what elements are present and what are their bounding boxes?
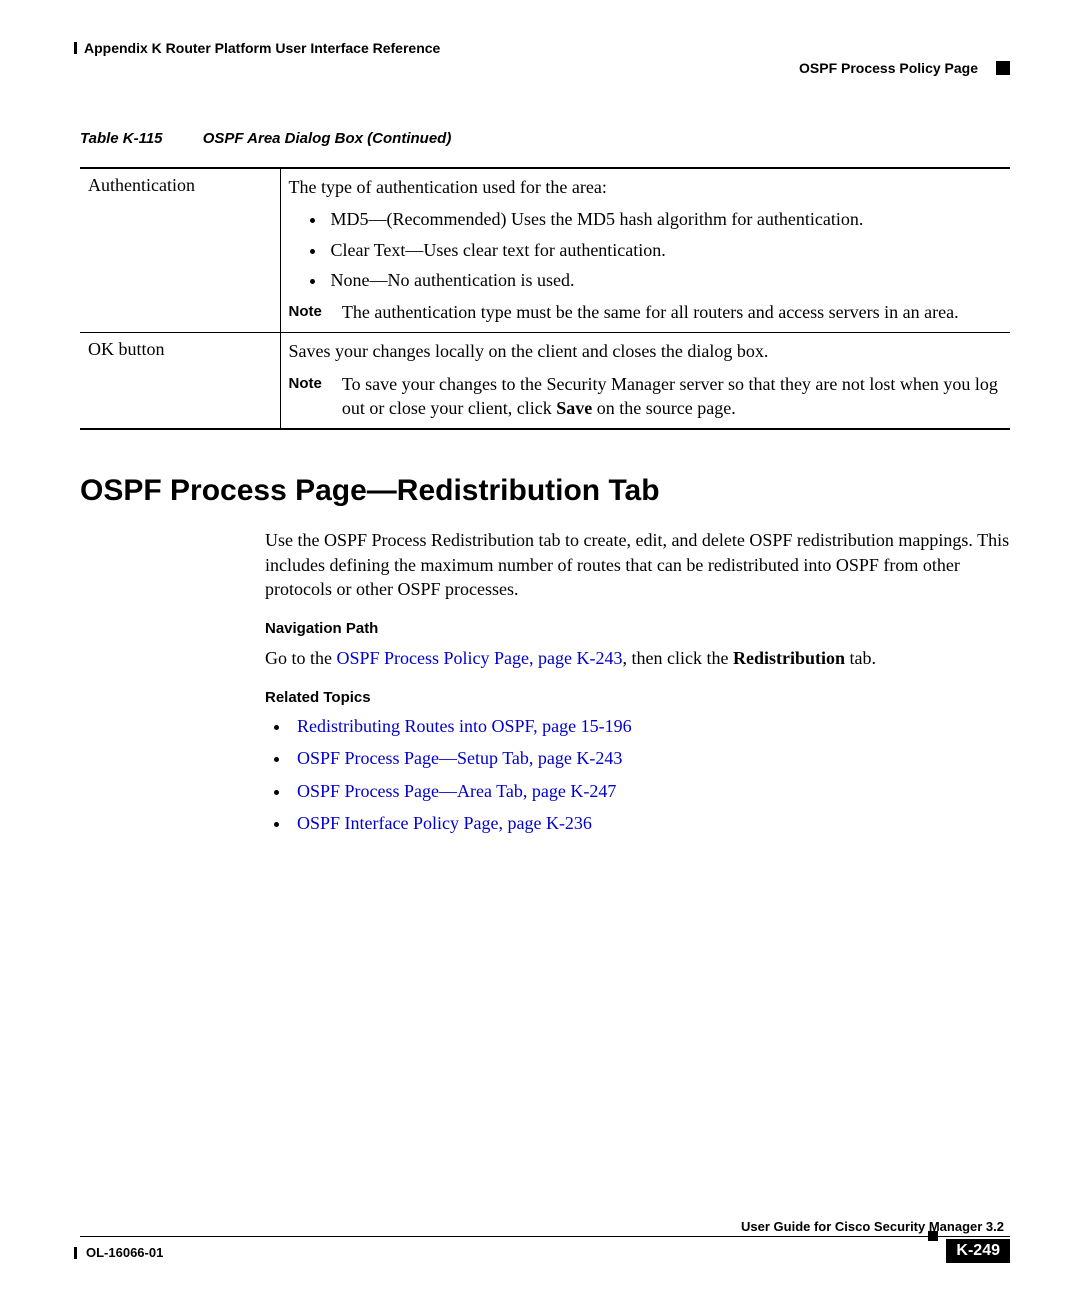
table-title: OSPF Area Dialog Box (Continued) (203, 130, 452, 147)
header-square-icon (996, 61, 1010, 75)
list-item: OSPF Process Page—Area Tab, page K-247 (291, 779, 1010, 803)
footer-square-icon (928, 1231, 938, 1241)
table-row: Authentication The type of authenticatio… (80, 168, 1010, 333)
ok-intro: Saves your changes locally on the client… (289, 339, 1003, 363)
page-header: Appendix K Router Platform User Interfac… (80, 40, 1010, 60)
doc-number: OL-16066-01 (86, 1245, 163, 1260)
related-topics-list: Redistributing Routes into OSPF, page 15… (265, 714, 1010, 835)
list-item: MD5—(Recommended) Uses the MD5 hash algo… (327, 207, 1003, 231)
row-label: Authentication (80, 168, 280, 333)
header-left-mark (74, 42, 77, 54)
list-item: Clear Text—Uses clear text for authentic… (327, 238, 1003, 262)
table-number: Table K-115 (80, 130, 163, 147)
list-item: Redistributing Routes into OSPF, page 15… (291, 714, 1010, 738)
list-item: None—No authentication is used. (327, 268, 1003, 292)
row-content: Saves your changes locally on the client… (280, 333, 1010, 429)
section-heading: OSPF Process Page—Redistribution Tab (80, 474, 1010, 508)
body-block: Use the OSPF Process Redistribution tab … (265, 528, 1010, 835)
footer-bottom-row: OL-16066-01 K-249 (80, 1241, 1010, 1269)
header-right-text: OSPF Process Policy Page (799, 60, 978, 76)
page-footer: User Guide for Cisco Security Manager 3.… (80, 1215, 1010, 1269)
navigation-path-text: Go to the OSPF Process Policy Page, page… (265, 646, 1010, 670)
ospf-area-table: Authentication The type of authenticatio… (80, 167, 1010, 430)
nav-post: tab. (845, 648, 876, 668)
nav-pre: Go to the (265, 648, 337, 668)
note-label: Note (289, 372, 322, 421)
page-number: K-249 (946, 1239, 1010, 1263)
list-item: OSPF Process Page—Setup Tab, page K-243 (291, 746, 1010, 770)
footer-rule: User Guide for Cisco Security Manager 3.… (80, 1215, 1010, 1237)
footer-left-mark (74, 1247, 77, 1259)
nav-mid: , then click the (623, 648, 733, 668)
related-topics-heading: Related Topics (265, 688, 1010, 708)
table-caption: Table K-115 OSPF Area Dialog Box (Contin… (80, 130, 1010, 147)
navigation-path-heading: Navigation Path (265, 619, 1010, 639)
related-link[interactable]: OSPF Process Page—Setup Tab, page K-243 (297, 748, 622, 768)
guide-title: User Guide for Cisco Security Manager 3.… (741, 1219, 1004, 1234)
ospf-process-policy-link[interactable]: OSPF Process Policy Page, page K-243 (337, 648, 623, 668)
header-right-wrap: OSPF Process Policy Page (799, 60, 1010, 76)
intro-paragraph: Use the OSPF Process Redistribution tab … (265, 528, 1010, 601)
note-post: on the source page. (592, 398, 735, 418)
note-row: Note The authentication type must be the… (289, 300, 1003, 324)
row-content: The type of authentication used for the … (280, 168, 1010, 333)
header-left-text: Appendix K Router Platform User Interfac… (84, 40, 440, 56)
list-item: OSPF Interface Policy Page, page K-236 (291, 811, 1010, 835)
nav-bold: Redistribution (733, 648, 845, 668)
related-link[interactable]: OSPF Process Page—Area Tab, page K-247 (297, 781, 616, 801)
table-row: OK button Saves your changes locally on … (80, 333, 1010, 429)
note-bold: Save (556, 398, 592, 418)
related-link[interactable]: OSPF Interface Policy Page, page K-236 (297, 813, 592, 833)
note-text: The authentication type must be the same… (342, 300, 1002, 324)
related-link[interactable]: Redistributing Routes into OSPF, page 15… (297, 716, 632, 736)
note-row: Note To save your changes to the Securit… (289, 372, 1003, 421)
auth-list: MD5—(Recommended) Uses the MD5 hash algo… (289, 207, 1003, 292)
row-label: OK button (80, 333, 280, 429)
note-text: To save your changes to the Security Man… (342, 372, 1002, 421)
auth-intro: The type of authentication used for the … (289, 175, 1003, 199)
note-label: Note (289, 300, 322, 324)
